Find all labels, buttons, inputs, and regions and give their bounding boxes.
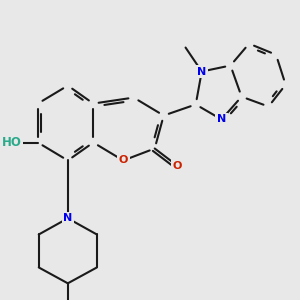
- Text: HO: HO: [2, 136, 22, 149]
- Text: N: N: [217, 114, 226, 124]
- Text: O: O: [118, 155, 128, 166]
- Text: N: N: [197, 67, 206, 76]
- Text: N: N: [63, 213, 72, 223]
- Text: O: O: [172, 160, 182, 171]
